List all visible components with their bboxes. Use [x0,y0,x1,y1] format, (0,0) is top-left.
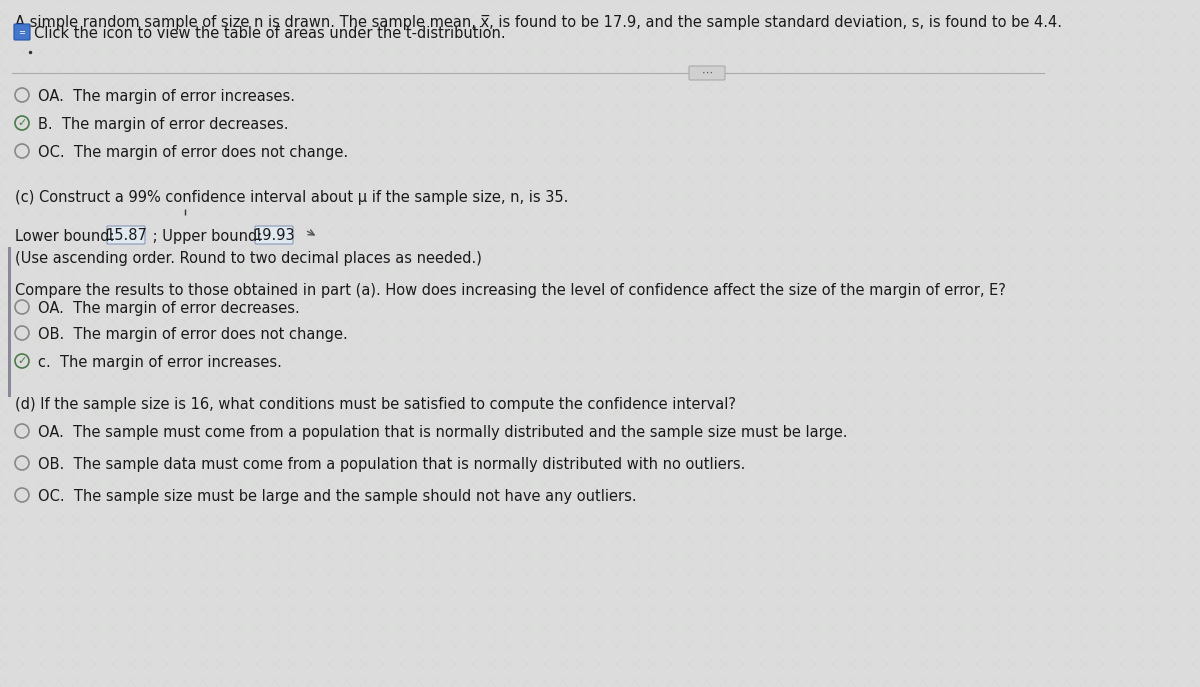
Text: c.  The margin of error increases.: c. The margin of error increases. [38,355,282,370]
Text: ✓: ✓ [17,356,26,366]
Text: (Use ascending order. Round to two decimal places as needed.): (Use ascending order. Round to two decim… [14,251,482,266]
Text: A simple random sample of size n is drawn. The sample mean, x̅, is found to be 1: A simple random sample of size n is draw… [14,15,1062,30]
Text: Compare the results to those obtained in part (a). How does increasing the level: Compare the results to those obtained in… [14,283,1006,298]
Text: B.  The margin of error decreases.: B. The margin of error decreases. [38,117,288,132]
Text: OB.  The margin of error does not change.: OB. The margin of error does not change. [38,327,348,342]
Text: (c) Construct a 99% confidence interval about μ if the sample size, n, is 35.: (c) Construct a 99% confidence interval … [14,190,569,205]
Text: 15.87: 15.87 [106,227,146,243]
Text: OC.  The sample size must be large and the sample should not have any outliers.: OC. The sample size must be large and th… [38,489,637,504]
Text: OC.  The margin of error does not change.: OC. The margin of error does not change. [38,145,348,160]
FancyBboxPatch shape [689,66,725,80]
Text: Lower bound:: Lower bound: [14,229,119,244]
Text: 19.93: 19.93 [253,227,295,243]
Bar [8,247,11,397]
Text: OA.  The margin of error increases.: OA. The margin of error increases. [38,89,295,104]
Text: (d) If the sample size is 16, what conditions must be satisfied to compute the c: (d) If the sample size is 16, what condi… [14,397,736,412]
Text: =: = [18,28,25,38]
Text: OA.  The sample must come from a population that is normally distributed and the: OA. The sample must come from a populati… [38,425,847,440]
FancyBboxPatch shape [107,226,145,244]
FancyBboxPatch shape [14,24,30,40]
Text: ✓: ✓ [17,118,26,128]
Text: ⋯: ⋯ [702,68,713,78]
FancyBboxPatch shape [256,226,293,244]
Text: OB.  The sample data must come from a population that is normally distributed wi: OB. The sample data must come from a pop… [38,457,745,472]
Text: OA.  The margin of error decreases.: OA. The margin of error decreases. [38,301,300,316]
Text: Click the icon to view the table of areas under the t-distribution.: Click the icon to view the table of area… [34,26,505,41]
Text: ; Upper bound:: ; Upper bound: [148,229,266,244]
